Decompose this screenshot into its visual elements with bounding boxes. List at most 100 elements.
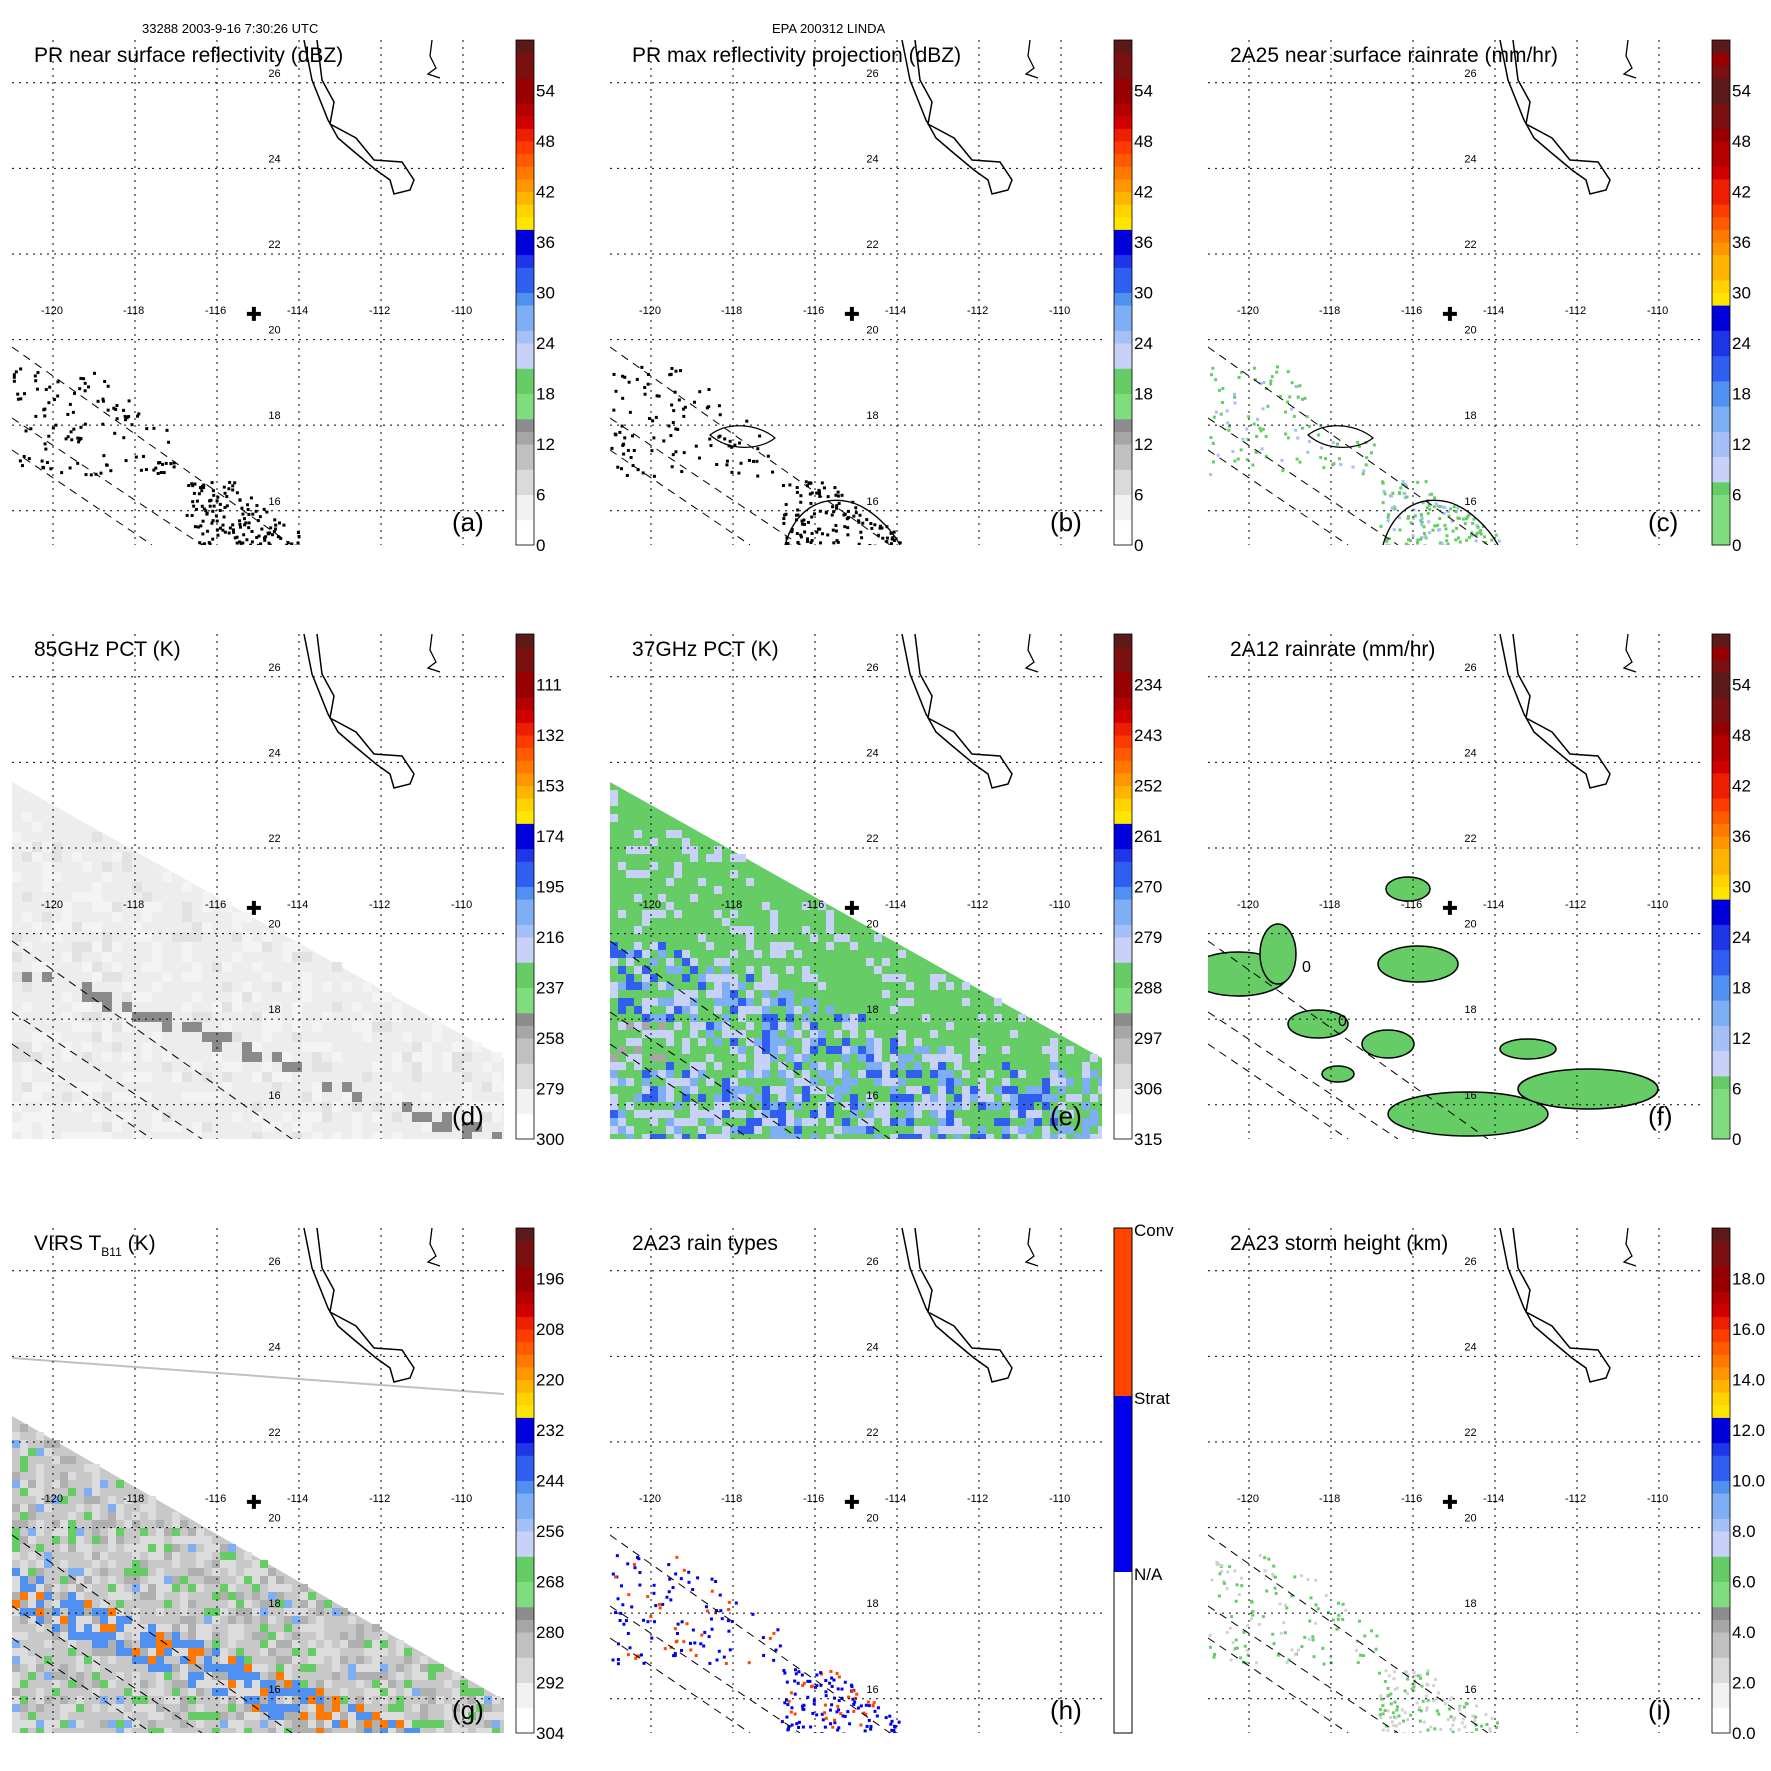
field-pixel [682, 1094, 690, 1102]
field-pixel [100, 1568, 108, 1576]
field-pixel [188, 1688, 196, 1696]
field-pixel [834, 493, 838, 497]
field-pixel [650, 862, 658, 870]
field-pixel [778, 942, 786, 950]
field-pixel [1066, 1078, 1074, 1086]
swath-boundary [610, 1637, 751, 1733]
field-pixel [706, 1054, 714, 1062]
field-pixel [44, 1448, 52, 1456]
field-pixel [730, 870, 738, 878]
colorbar-segment [1712, 469, 1730, 483]
field-pixel [402, 1052, 412, 1062]
field-pixel [1236, 457, 1240, 461]
field-pixel [762, 902, 770, 910]
field-pixel [42, 872, 52, 882]
field-pixel [930, 1094, 938, 1102]
field-pixel [82, 942, 92, 952]
field-pixel [108, 1496, 116, 1504]
field-pixel [610, 1070, 618, 1078]
field-pixel [1419, 513, 1423, 517]
field-pixel [794, 950, 802, 958]
field-pixel [392, 1012, 402, 1022]
field-pixel [1406, 515, 1410, 519]
field-pixel [802, 518, 806, 522]
swath-boundary [12, 346, 293, 545]
field-pixel [893, 1731, 897, 1733]
field-pixel [250, 529, 254, 533]
field-pixel [52, 398, 56, 402]
colorbar-tick-label: 6 [1134, 486, 1143, 505]
field-pixel [1251, 463, 1255, 467]
field-pixel [1438, 517, 1442, 521]
colorbar-segment [516, 1101, 534, 1115]
colorbar-segment [1712, 634, 1730, 648]
field-pixel [914, 1134, 922, 1139]
field-pixel [1314, 1578, 1318, 1582]
field-pixel [723, 437, 727, 441]
colorbar-segment [1114, 987, 1132, 1001]
field-pixel [340, 1720, 348, 1728]
field-pixel [225, 495, 229, 499]
field-pixel [52, 842, 62, 852]
field-pixel [172, 1512, 180, 1520]
field-pixel [22, 1112, 32, 1122]
field-pixel [882, 1070, 890, 1078]
field-pixel [180, 1616, 188, 1624]
field-pixel [260, 527, 264, 531]
field-pixel [1409, 1713, 1413, 1717]
field-pixel [1050, 1118, 1058, 1126]
field-pixel [12, 1640, 20, 1648]
field-pixel [382, 1082, 392, 1092]
field-pixel [876, 533, 880, 537]
field-pixel [819, 1683, 823, 1687]
field-pixel [882, 1102, 890, 1110]
field-pixel [362, 982, 372, 992]
field-pixel [722, 1110, 730, 1118]
field-pixel [1435, 1709, 1439, 1713]
field-pixel [946, 1126, 954, 1134]
colorbar-segment [1114, 1088, 1132, 1102]
field-pixel [1470, 533, 1474, 537]
colorbar-segment [1114, 317, 1132, 331]
field-pixel [666, 878, 674, 886]
colorbar-segment [1114, 292, 1132, 306]
field-pixel [123, 418, 127, 422]
field-pixel [738, 982, 746, 990]
colorbar-segment [1712, 166, 1730, 180]
field-pixel [1406, 1673, 1410, 1677]
field-pixel [1415, 541, 1419, 545]
colorbar-tick-label: 279 [536, 1080, 564, 1099]
field-pixel [898, 1094, 906, 1102]
field-pixel [938, 1110, 946, 1118]
field-pixel [274, 523, 278, 527]
field-pixel [180, 1600, 188, 1608]
field-pixel [1336, 442, 1340, 446]
field-pixel [34, 414, 38, 418]
field-pixel [722, 1102, 730, 1110]
field-pixel [348, 1672, 356, 1680]
field-pixel [1082, 1062, 1090, 1070]
field-pixel [922, 1054, 930, 1062]
field-pixel [786, 1086, 794, 1094]
field-pixel [1381, 1728, 1385, 1732]
field-pixel [76, 1584, 84, 1592]
field-pixel [818, 1062, 826, 1070]
field-pixel [785, 542, 789, 545]
field-pixel [382, 992, 392, 1002]
field-pixel [826, 926, 834, 934]
field-pixel [801, 522, 805, 526]
field-pixel [22, 812, 32, 822]
field-pixel [12, 1688, 20, 1696]
field-pixel [1424, 536, 1428, 540]
lat-tick-label: 22 [1464, 239, 1476, 251]
field-pixel [72, 1002, 82, 1012]
field-pixel [834, 1062, 842, 1070]
coastline [1499, 1228, 1611, 1383]
colorbar-segment [1114, 153, 1132, 167]
field-pixel [202, 1012, 212, 1022]
field-pixel [1418, 1676, 1422, 1680]
field-pixel [76, 1664, 84, 1672]
field-pixel [284, 1696, 292, 1704]
colorbar-segment [516, 1543, 534, 1557]
field-pixel [813, 1685, 817, 1689]
